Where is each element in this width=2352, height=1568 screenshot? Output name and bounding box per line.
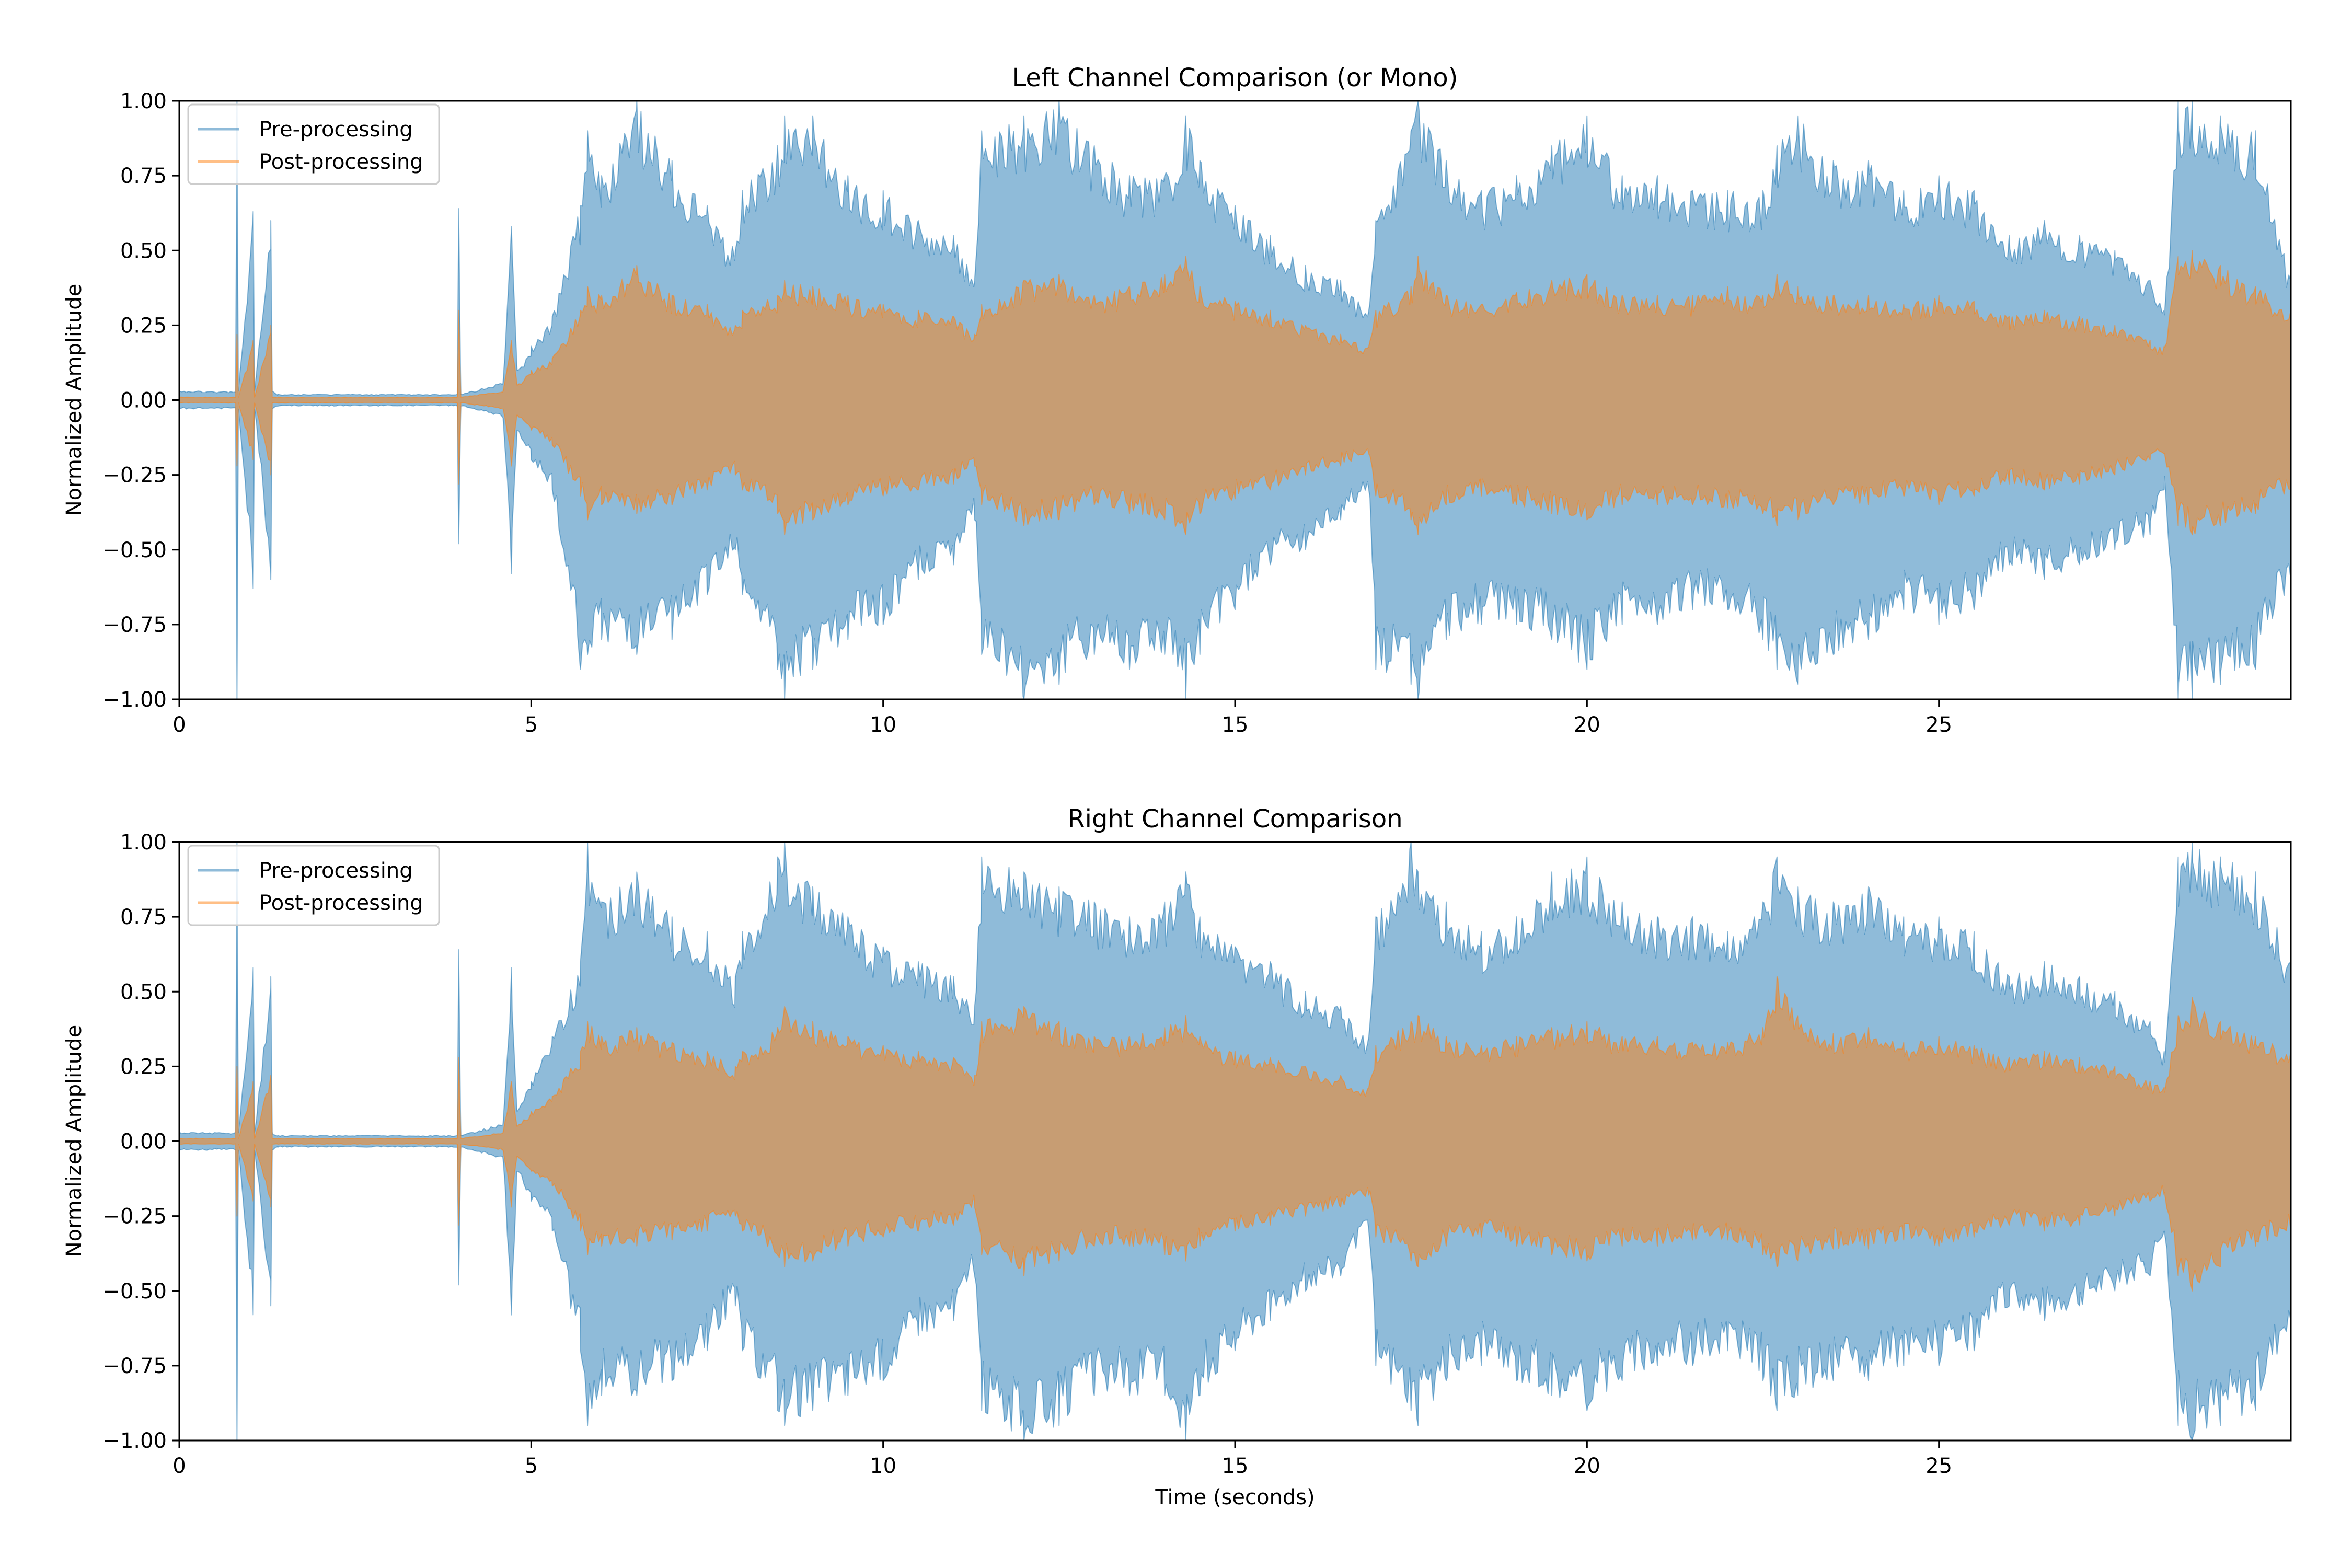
panel-title: Right Channel Comparison [1067,804,1402,834]
y-tick-label: −0.50 [102,1279,167,1304]
x-tick-label: 15 [1222,713,1249,737]
x-tick-label: 10 [870,713,896,737]
x-tick-label: 25 [1926,1454,1952,1478]
y-tick-label: 1.00 [120,89,167,113]
x-tick-label: 25 [1926,713,1952,737]
right-channel-panel: Right Channel Comparison Normalized Ampl… [62,804,2292,1509]
y-tick-label: 0.25 [120,314,167,338]
y-tick-label: −0.75 [102,613,167,637]
left-channel-panel: Left Channel Comparison (or Mono) Normal… [62,63,2292,737]
series-post-processing [179,976,2291,1292]
x-tick-label: 5 [525,1454,538,1478]
legend: Pre-processing Post-processing [187,845,440,926]
y-axis-label: Normalized Amplitude [62,1025,86,1258]
legend: Pre-processing Post-processing [187,103,440,185]
y-tick-label: 0.25 [120,1055,167,1079]
y-tick-label: −0.75 [102,1354,167,1378]
y-tick-label: 0.50 [120,980,167,1004]
y-tick-label: −1.00 [102,688,167,712]
legend-label-pre-processing: Pre-processing [259,859,413,883]
y-tick-label: −1.00 [102,1429,167,1453]
legend-label-post-processing: Post-processing [259,150,423,174]
plot-area: 0 5 10 15 20 25 −1.00 −0.75 −0.50 −0.25 0.00 0.25 0.… [102,89,2292,737]
y-tick-label: 0.75 [120,905,167,929]
legend-label-pre-processing: Pre-processing [259,118,413,142]
y-tick-label: −0.50 [102,538,167,562]
y-tick-label: 1.00 [120,831,167,855]
y-tick-label: 0.00 [120,389,167,413]
x-tick-label: 15 [1222,1454,1249,1478]
y-tick-label: 0.75 [120,164,167,188]
legend-box [187,845,440,926]
x-tick-label: 20 [1574,713,1600,737]
y-axis-label: Normalized Amplitude [62,284,86,516]
y-tick-label: −0.25 [102,1205,167,1229]
plot-area: 0 5 10 15 20 25 −1.00 −0.75 −0.50 −0.25 0.00 0.25 0.… [102,831,2292,1478]
x-tick-label: 10 [870,1454,896,1478]
y-tick-label: 0.00 [120,1130,167,1154]
x-tick-label: 0 [172,713,186,737]
series-group [179,842,2291,1440]
series-post-processing [179,250,2291,536]
x-tick-label: 0 [172,1454,186,1478]
x-tick-label: 5 [525,713,538,737]
x-axis-label: Time (seconds) [1155,1485,1315,1509]
legend-label-post-processing: Post-processing [259,891,423,915]
legend-box [187,103,440,185]
panel-title: Left Channel Comparison (or Mono) [1012,63,1458,93]
y-tick-label: −0.25 [102,464,167,488]
x-tick-label: 20 [1574,1454,1600,1478]
y-tick-label: 0.50 [120,239,167,263]
series-group [179,101,2291,699]
